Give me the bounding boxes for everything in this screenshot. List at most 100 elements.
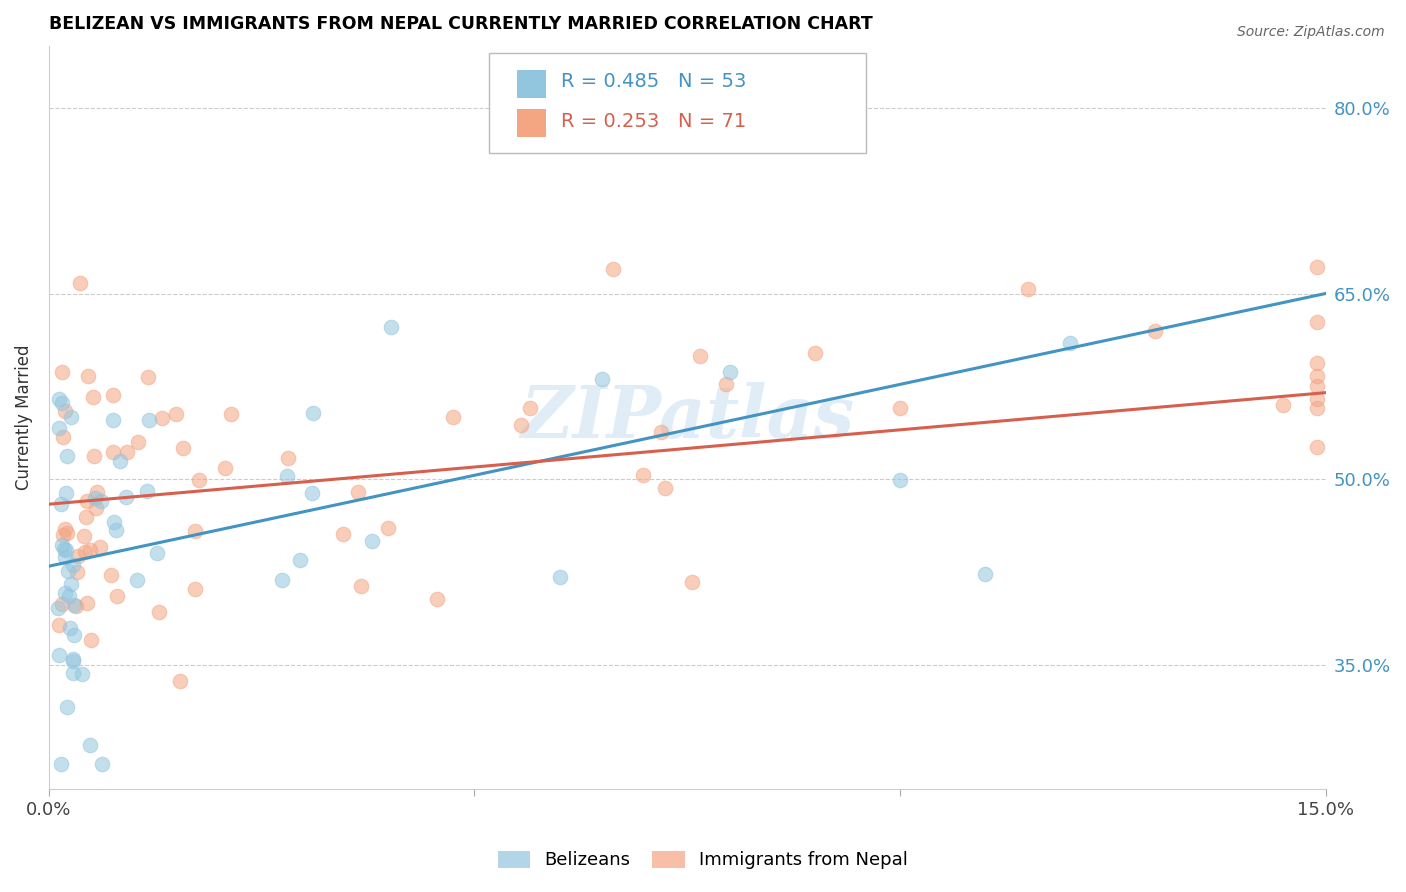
Point (73, 529, 96, 543)
Point (1144, 324, 1167, 338)
Point (332, 526, 354, 541)
Point (277, 451, 299, 466)
Point (51, 497, 73, 511)
Point (169, 674, 191, 689)
Text: BELIZEAN VS IMMIGRANTS FROM NEPAL CURRENTLY MARRIED CORRELATION CHART: BELIZEAN VS IMMIGRANTS FROM NEPAL CURREN… (49, 15, 873, 33)
Point (52, 430, 75, 444)
Point (90, 493, 112, 508)
Point (55, 543, 77, 558)
Point (108, 453, 131, 467)
Point (1059, 335, 1081, 350)
Point (89, 540, 111, 554)
Point (714, 376, 737, 391)
Point (104, 523, 127, 537)
Point (350, 579, 373, 593)
Point (53, 585, 76, 599)
Point (172, 441, 194, 455)
Point (548, 570, 571, 584)
Point (377, 521, 399, 535)
Point (56, 564, 79, 578)
Point (183, 582, 205, 596)
Point (55, 485, 77, 500)
Point (654, 481, 676, 495)
Point (49, 757, 72, 772)
Point (889, 474, 911, 488)
Point (53, 549, 76, 564)
Point (79, 632, 101, 647)
Point (1306, 260, 1329, 275)
Point (288, 553, 311, 567)
Point (1306, 392, 1329, 406)
Y-axis label: Currently Married: Currently Married (15, 344, 32, 491)
Text: R = 0.485   N = 53: R = 0.485 N = 53 (561, 72, 747, 91)
Point (101, 445, 124, 459)
Point (48, 648, 70, 662)
Point (1306, 440, 1329, 454)
Text: R = 0.253   N = 71: R = 0.253 N = 71 (561, 112, 747, 131)
Point (76, 493, 98, 508)
Point (53, 404, 76, 418)
Point (681, 575, 703, 590)
Point (150, 410, 173, 425)
Point (53, 522, 76, 536)
Point (361, 534, 384, 549)
Point (52, 528, 75, 542)
Point (127, 435, 149, 450)
Point (67, 549, 90, 563)
Point (1306, 315, 1329, 329)
Point (58, 589, 80, 603)
Point (117, 445, 139, 459)
Point (633, 467, 655, 482)
Point (1017, 282, 1039, 296)
Point (214, 461, 236, 475)
Point (52, 541, 75, 556)
Point (1272, 398, 1295, 412)
Point (79, 543, 101, 558)
Point (100, 568, 122, 582)
Point (650, 425, 672, 439)
Point (188, 473, 211, 487)
Point (103, 515, 125, 529)
Point (48, 618, 70, 632)
Point (82, 390, 104, 404)
Point (127, 573, 149, 587)
Point (84, 500, 107, 515)
FancyBboxPatch shape (517, 109, 546, 137)
Point (51, 365, 73, 379)
Point (62, 652, 84, 666)
Point (519, 401, 541, 415)
Point (591, 372, 613, 386)
Point (48, 392, 70, 406)
Point (276, 469, 298, 483)
Point (301, 485, 323, 500)
Point (270, 574, 292, 588)
Point (138, 413, 160, 427)
Point (1306, 401, 1329, 415)
Point (73, 545, 96, 559)
Point (59, 409, 82, 424)
Point (59, 621, 82, 635)
Point (165, 407, 187, 421)
Point (51, 538, 73, 552)
Point (380, 319, 402, 334)
Point (63, 598, 86, 612)
Point (69, 276, 91, 290)
FancyBboxPatch shape (489, 54, 866, 153)
Text: ZIPatlas: ZIPatlas (520, 382, 855, 453)
Point (75, 510, 97, 524)
Point (146, 546, 169, 560)
Point (51, 396, 73, 410)
Point (441, 410, 464, 425)
Point (103, 412, 125, 426)
Point (101, 388, 124, 402)
Point (602, 261, 624, 276)
Point (70, 666, 93, 681)
Point (889, 401, 911, 416)
Point (62, 666, 84, 681)
Point (66, 565, 89, 579)
Point (65, 599, 87, 614)
Point (55, 699, 77, 714)
Point (105, 589, 128, 603)
Point (79, 739, 101, 753)
Point (90, 757, 112, 772)
